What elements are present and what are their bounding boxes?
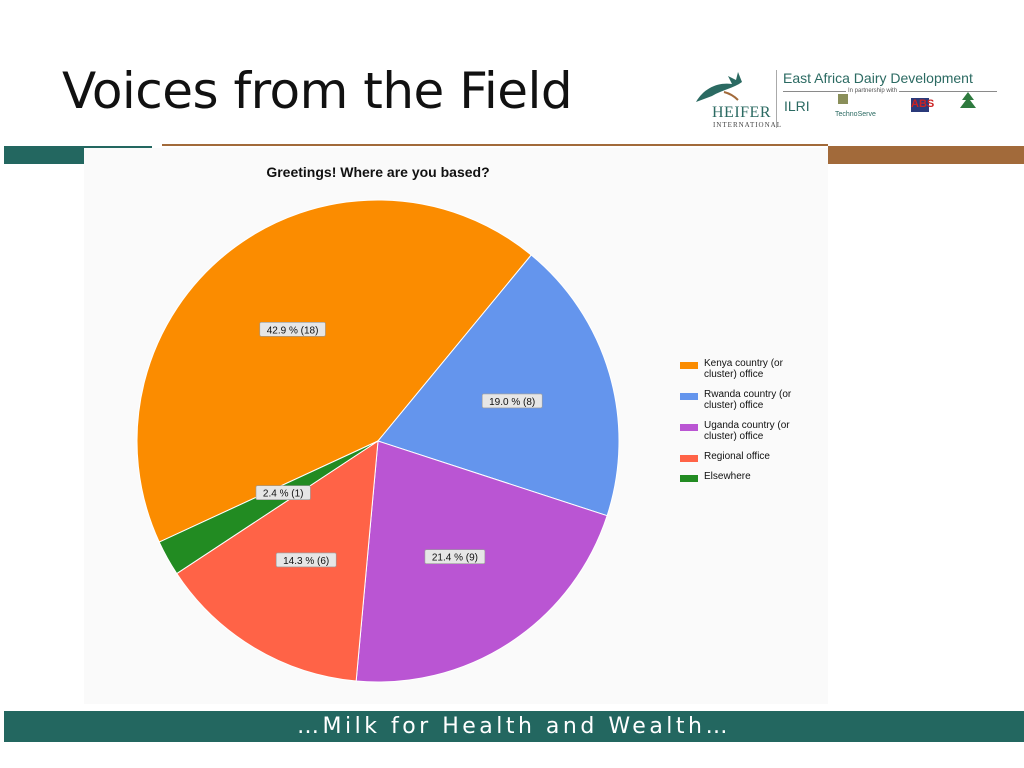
slice-data-label: 14.3 % (6) <box>275 552 337 568</box>
partnership-label: In partnership with <box>846 88 900 94</box>
project-name: East Africa Dairy Development <box>783 70 973 86</box>
legend-label: cluster) office <box>704 400 764 411</box>
legend-label: Regional office <box>704 451 770 462</box>
slice-data-label: 2.4 % (1) <box>255 485 311 501</box>
logo-separator <box>776 70 777 128</box>
pie-chart: Greetings! Where are you based? 42.9 % (… <box>136 164 792 683</box>
slice-data-label: 42.9 % (18) <box>259 322 326 337</box>
heifer-name: HEIFER <box>712 104 771 121</box>
technoserve-logo: TechnoServe <box>835 111 876 118</box>
legend-item: Elsewhere <box>680 471 751 482</box>
legend-swatch <box>680 455 698 462</box>
heifer-logo-mark <box>696 72 976 112</box>
svg-text:42.9 % (18): 42.9 % (18) <box>267 325 319 336</box>
legend-swatch <box>680 362 698 369</box>
svg-text:2.4 % (1): 2.4 % (1) <box>263 489 304 500</box>
ilri-logo: ILRI <box>784 98 810 114</box>
legend-label: Kenya country (or <box>704 358 784 369</box>
legend-swatch <box>680 475 698 482</box>
svg-text:21.4 % (9): 21.4 % (9) <box>432 553 478 564</box>
legend-swatch <box>680 424 698 431</box>
abs-logo: ABS <box>911 98 935 110</box>
accent-band-right <box>828 146 1024 164</box>
accent-rule <box>162 144 828 146</box>
legend-label: cluster) office <box>704 431 764 442</box>
slice-data-label: 19.0 % (8) <box>481 393 543 409</box>
legend-item: Regional office <box>680 451 770 462</box>
pie-slice <box>377 254 620 517</box>
legend-swatch <box>680 393 698 400</box>
legend-label: Uganda country (or <box>704 420 790 431</box>
svg-text:19.0 % (8): 19.0 % (8) <box>489 397 535 408</box>
heifer-subtitle: INTERNATIONAL <box>713 121 782 129</box>
legend-label: cluster) office <box>704 369 764 380</box>
slide-title: Voices from the Field <box>62 62 573 120</box>
legend-label: Rwanda country (or <box>704 389 792 400</box>
pie-slice <box>158 440 379 575</box>
slide-footer: …Milk for Health and Wealth… <box>4 711 1024 742</box>
svg-text:14.3 % (6): 14.3 % (6) <box>283 556 329 567</box>
pie-slice <box>136 199 532 543</box>
legend-label: Elsewhere <box>704 471 751 482</box>
chart-title: Greetings! Where are you based? <box>266 164 489 180</box>
survey-chart: Greetings! Where are you based? 42.9 % (… <box>84 148 828 704</box>
slice-data-label: 21.4 % (9) <box>424 549 486 565</box>
